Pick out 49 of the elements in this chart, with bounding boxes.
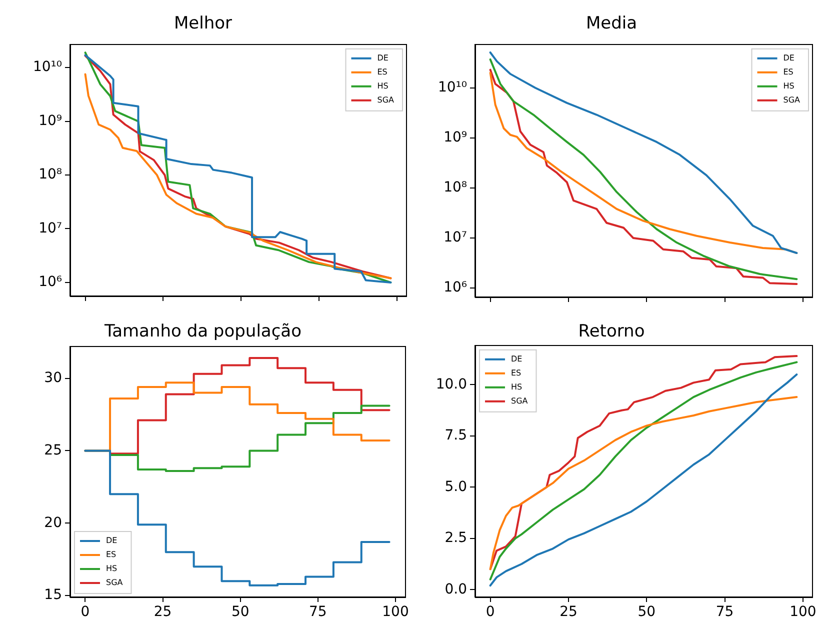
x-tick-label: 100 [790, 604, 816, 620]
legend-label: SGA [511, 396, 528, 406]
y-tick-label: 0.0 [444, 581, 467, 598]
y-tick-label: 10⁶ [38, 274, 62, 290]
legend-label: ES [106, 550, 116, 560]
y-tick-label: 10⁸ [38, 166, 62, 183]
y-tick-label: 10⁸ [444, 180, 468, 196]
legend-label: DE [511, 354, 522, 364]
y-tick-label: 2.5 [444, 530, 467, 546]
x-tick-label: 75 [716, 604, 734, 620]
x-tick-label: 75 [309, 604, 327, 620]
legend-label: ES [377, 67, 388, 76]
y-tick-label: 10⁷ [38, 220, 62, 236]
legend-label: ES [511, 368, 522, 378]
legend-label: ES [783, 67, 794, 76]
legend-label: DE [783, 53, 794, 62]
legend-label: HS [783, 81, 794, 90]
legend-label: SGA [783, 95, 801, 104]
x-tick-label: 25 [154, 604, 172, 620]
x-tick-label: 50 [231, 604, 250, 620]
y-tick-label: 10⁹ [444, 130, 468, 146]
legend-label: HS [106, 564, 118, 574]
legend-label: SGA [106, 578, 124, 588]
x-tick-label: 0 [486, 604, 495, 620]
legend-label: SGA [377, 95, 395, 104]
legend-label: HS [511, 382, 522, 392]
x-tick-label: 0 [80, 604, 90, 620]
legend-label: DE [377, 53, 388, 62]
x-tick-label: 50 [638, 604, 656, 620]
y-tick-label: 20 [44, 514, 62, 531]
legend-label: HS [377, 81, 388, 90]
chart-title: Retorno [578, 322, 645, 342]
y-tick-label: 10⁹ [38, 112, 62, 129]
y-tick-label: 10¹⁰ [438, 80, 468, 96]
y-tick-label: 10⁶ [444, 280, 468, 296]
x-tick-label: 25 [560, 604, 578, 620]
y-tick-label: 7.5 [444, 428, 467, 444]
chart-title: Media [586, 14, 638, 34]
chart-title: Tamanho da população [104, 322, 302, 342]
legend-label: DE [106, 536, 118, 546]
chart-title: Melhor [174, 14, 232, 34]
y-tick-label: 25 [44, 442, 62, 458]
x-tick-label: 100 [382, 604, 409, 620]
y-tick-label: 10.0 [436, 376, 467, 392]
y-tick-label: 15 [44, 587, 62, 604]
y-tick-label: 10¹⁰ [32, 59, 62, 76]
y-tick-label: 30 [44, 370, 62, 386]
y-tick-label: 5.0 [444, 478, 467, 495]
y-tick-label: 10⁷ [444, 230, 467, 246]
